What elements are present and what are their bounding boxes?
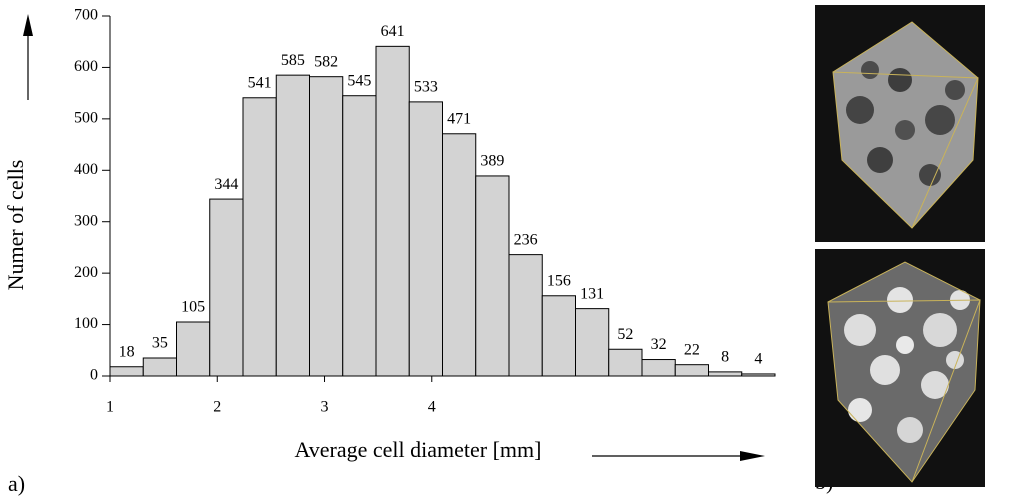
- x-axis-label: Average cell diameter [mm]: [295, 437, 542, 462]
- value-label: 18: [119, 343, 135, 360]
- value-label: 344: [214, 176, 238, 193]
- bar: [176, 321, 211, 377]
- y-tick-label: 500: [74, 110, 98, 127]
- image-top: [815, 5, 985, 242]
- y-tick-label: 400: [74, 161, 98, 178]
- value-label: 533: [414, 79, 438, 96]
- y-arrow-head: [23, 14, 33, 36]
- x-arrow-head: [740, 451, 765, 461]
- value-label: 4: [754, 351, 762, 368]
- panel-label: a): [8, 471, 25, 496]
- value-label: 582: [314, 53, 338, 70]
- image-bottom: [815, 249, 985, 487]
- value-label: 585: [281, 52, 305, 69]
- bar: [442, 133, 477, 377]
- y-tick-label: 100: [74, 315, 98, 332]
- value-label: 641: [381, 23, 405, 40]
- bar: [575, 308, 610, 377]
- bar: [242, 97, 277, 377]
- bar: [508, 254, 543, 377]
- bar: [342, 95, 377, 377]
- bar: [375, 45, 410, 377]
- value-label: 105: [181, 299, 205, 316]
- value-label: 471: [447, 110, 471, 127]
- y-tick-label: 300: [74, 212, 98, 229]
- value-label: 236: [514, 231, 538, 248]
- value-label: 389: [480, 153, 504, 170]
- value-label: 156: [547, 272, 571, 289]
- y-axis-label: Numer of cells: [3, 160, 28, 291]
- x-tick-label: 4: [428, 399, 436, 416]
- value-label: 8: [721, 349, 729, 366]
- bar: [674, 364, 709, 377]
- bar: [641, 359, 676, 377]
- bar: [408, 101, 443, 377]
- x-tick-label: 2: [213, 399, 221, 416]
- value-label: 32: [651, 336, 667, 353]
- value-label: 541: [248, 74, 272, 91]
- bar: [708, 371, 743, 377]
- bar: [541, 295, 576, 377]
- bar: [209, 198, 244, 377]
- y-tick-label: 0: [90, 367, 98, 384]
- y-tick-label: 700: [74, 7, 98, 24]
- value-label: 131: [580, 285, 604, 302]
- bar: [142, 357, 177, 377]
- y-tick-label: 200: [74, 264, 98, 281]
- y-tick-label: 600: [74, 58, 98, 75]
- bar: [309, 76, 344, 377]
- x-tick-label: 3: [321, 399, 329, 416]
- value-label: 35: [152, 335, 168, 352]
- value-label: 22: [684, 341, 700, 358]
- bar: [608, 348, 643, 377]
- bar: [275, 74, 310, 377]
- value-label: 52: [617, 326, 633, 343]
- bar: [475, 175, 510, 377]
- bar: [109, 366, 144, 377]
- x-tick-label: 1: [106, 399, 114, 416]
- value-label: 545: [347, 72, 371, 89]
